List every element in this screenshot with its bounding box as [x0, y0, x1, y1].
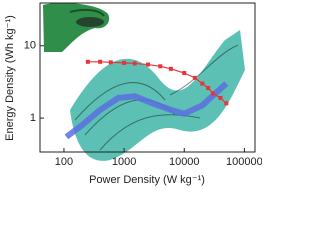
data-point [200, 81, 205, 86]
data-point [224, 101, 229, 106]
data-point [108, 60, 113, 65]
data-point [85, 59, 90, 64]
data-point [192, 75, 197, 80]
x-tick-label: 100000 [226, 156, 262, 168]
data-point [168, 66, 173, 71]
y-tick-label: 10 [24, 40, 36, 52]
glove-illustration [43, 2, 110, 53]
x-tick-label: 10000 [169, 156, 200, 168]
x-tick-label: 1000 [112, 156, 136, 168]
data-point [210, 91, 215, 96]
plot-frame [39, 2, 256, 153]
y-tick-label: 1 [30, 112, 36, 124]
data-point [158, 64, 163, 69]
series-line [64, 81, 229, 140]
data-point [122, 60, 127, 65]
data-point [182, 71, 187, 76]
x-tick-label: 100 [55, 156, 73, 168]
data-point [132, 61, 137, 66]
data-point [206, 86, 211, 91]
data-point [218, 95, 223, 100]
data-point [98, 59, 103, 64]
x-axis-label: Power Density (W kg⁻¹) [89, 174, 205, 186]
data-point [146, 62, 151, 67]
chart: Energy Density (Wh kg⁻¹) Power Density (… [4, 2, 262, 186]
fabric-illustration [70, 30, 245, 161]
y-axis-label: Energy Density (Wh kg⁻¹) [4, 15, 16, 141]
